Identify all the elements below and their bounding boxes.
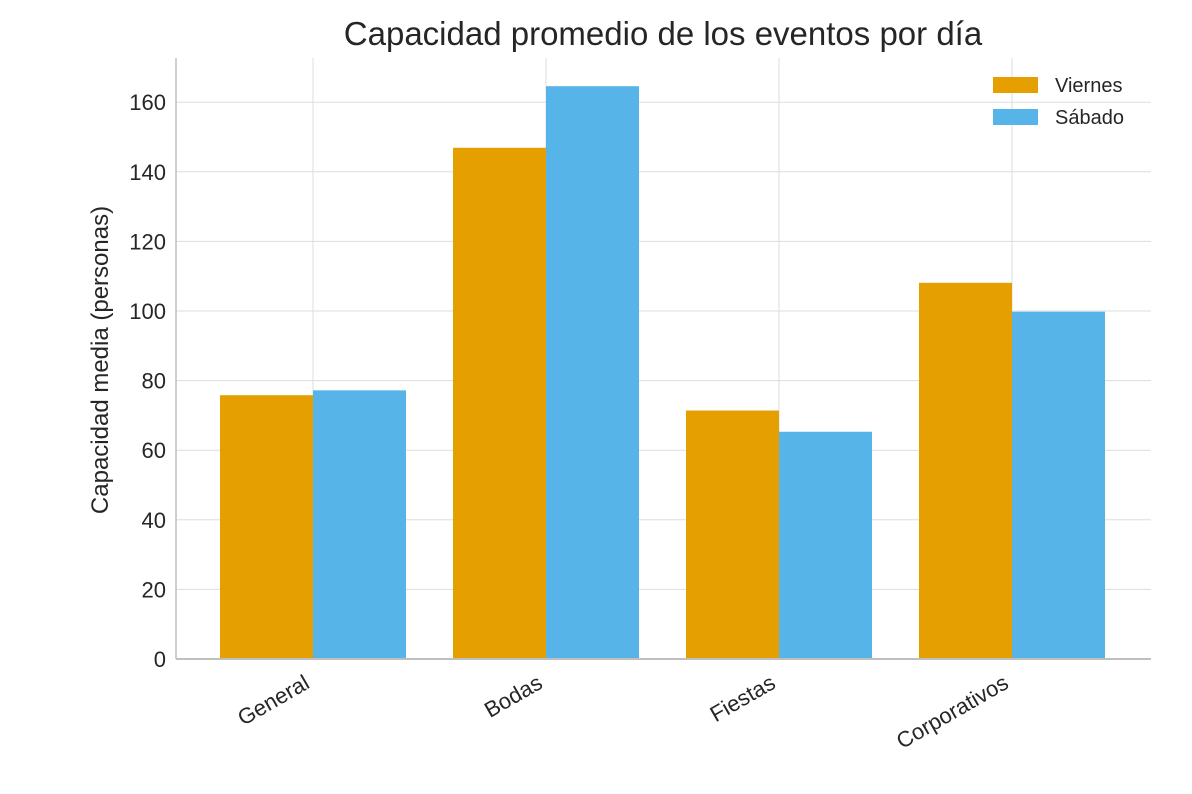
y-tick-label: 120: [129, 229, 166, 254]
x-tick-label: General: [233, 670, 313, 731]
x-tick-label: Corporativos: [892, 670, 1013, 754]
legend: Viernes Sábado: [993, 75, 1124, 129]
legend-swatch: [993, 77, 1038, 93]
bar-sabado: [1012, 311, 1105, 659]
bar-sabado: [779, 431, 872, 659]
bar-sabado: [546, 86, 639, 660]
y-tick-label: 0: [154, 647, 166, 672]
x-tick-label: Bodas: [480, 670, 547, 723]
bar-viernes: [919, 282, 1012, 659]
y-tick-label: 40: [142, 508, 166, 533]
y-tick-label: 60: [142, 438, 166, 463]
axes: [175, 58, 1151, 660]
y-tick-label: 160: [129, 90, 166, 115]
legend-label: Sábado: [1055, 107, 1124, 129]
y-tick-label: 140: [129, 160, 166, 185]
chart-title: Capacidad promedio de los eventos por dí…: [344, 15, 983, 52]
bar-sabado: [313, 390, 406, 659]
bar-viernes: [453, 147, 546, 659]
y-tick-label: 100: [129, 299, 166, 324]
legend-swatch: [993, 109, 1038, 125]
legend-label: Viernes: [1055, 75, 1122, 97]
x-tick-label: Fiestas: [706, 670, 780, 727]
bars: [220, 86, 1105, 660]
y-axis-label: Capacidad media (personas): [87, 206, 114, 514]
y-tick-label: 80: [142, 369, 166, 394]
bar-viernes: [686, 410, 779, 659]
y-tick-label: 20: [142, 577, 166, 602]
bar-viernes: [220, 395, 313, 659]
